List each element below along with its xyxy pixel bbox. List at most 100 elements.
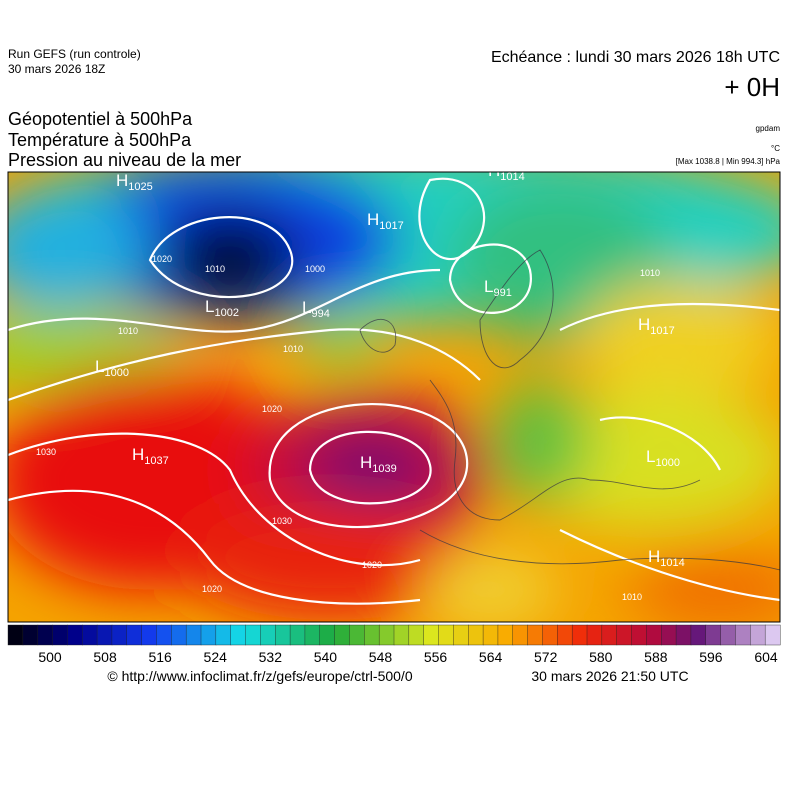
colorbar-swatch [215,624,232,646]
center-value: 994 [311,308,329,320]
colorbar-swatch [364,624,380,646]
colorbar-tick-label: 556 [424,649,448,665]
pressure-center: H1017 [638,315,675,337]
center-type: L [95,357,104,376]
field-label: Température à 500hPa [8,130,192,150]
isobar-label: 1010 [640,268,660,278]
isobar-label: 1010 [283,344,303,354]
center-value: 1002 [214,307,238,319]
isobar-label: 1020 [152,254,172,264]
colorbar-swatch [334,624,350,646]
run-date: 30 mars 2026 18Z [8,62,105,76]
center-value: 1017 [650,325,674,337]
isobar-label: 1030 [36,447,56,457]
pressure-center: H1014 [648,547,685,569]
colorbar-swatch [67,624,83,646]
colorbar-swatch [393,624,410,646]
colorbar-swatch [96,624,113,646]
field-label: Pression au niveau de la mer [8,150,241,170]
colorbar-tick-label: 532 [259,649,283,665]
colorbar-swatch [705,624,722,646]
colorbar-tick-label: 580 [589,649,613,665]
colorbar-swatch [319,624,336,646]
colorbar-swatch [185,624,202,646]
center-type: H [116,171,128,190]
colorbar-swatch [527,624,543,646]
colorbar-swatch [141,624,157,646]
colorbar-swatch [408,624,425,646]
unit-label: gpdam [756,124,781,133]
center-type: H [132,445,144,464]
colorbar-swatch [230,624,247,646]
center-value: 1025 [128,181,152,193]
center-type: L [302,298,311,317]
center-type: L [205,297,214,316]
center-type: L [484,277,493,296]
pressure-center: L1000 [95,357,129,379]
pressure-range: [Max 1038.8 | Min 994.3] hPa [676,157,781,166]
colorbar-swatch [631,624,647,646]
colorbar-swatch [571,624,588,646]
isobar-label: 1030 [272,516,292,526]
colorbar-tick-label: 540 [314,649,338,665]
colorbar-swatch [378,624,395,646]
colorbar-swatch [646,624,662,646]
colorbar-swatch [275,624,291,646]
colorbar-swatch [482,624,499,646]
colorbar-swatch [661,624,677,646]
isobar-label: 1010 [205,264,225,274]
center-type: H [488,161,500,180]
isobar-label: 1010 [118,326,138,336]
colorbar-swatch [349,624,365,646]
colorbar-tick-label: 516 [148,649,172,665]
field-label: Géopotentiel à 500hPa [8,109,193,129]
isobar-label: 1020 [262,404,282,414]
map-frame [7,171,781,623]
center-type: H [648,547,660,566]
isobar-label: 1000 [305,264,325,274]
colorbar-tick-label: 572 [534,649,558,665]
colorbar-swatch [52,624,68,646]
colorbar-swatch [171,624,187,646]
pressure-center: H1025 [116,171,153,193]
colorbar-swatch [497,624,514,646]
colorbar-swatch [289,624,306,646]
pressure-center: L1000 [646,447,680,469]
pressure-center: H1014 [488,161,525,183]
colorbar-swatch [82,624,98,646]
colorbar-swatch [586,624,603,646]
colorbar-swatch [453,624,469,646]
source: © http://www.infoclimat.fr/z/gefs/europe… [107,668,412,684]
center-value: 1000 [104,367,128,379]
echeance: Echéance : lundi 30 mars 2026 18h UTC [491,49,780,66]
center-value: 1000 [655,457,679,469]
colorbar-swatch [764,624,781,646]
colorbar-swatch [735,624,751,646]
center-type: H [367,210,379,229]
pressure-center: H1037 [132,445,169,467]
colorbar-tick-label: 548 [369,649,393,665]
center-value: 991 [493,287,511,299]
colorbar-swatch [200,624,217,646]
colorbar-swatch [750,624,766,646]
colorbar-swatch [542,624,558,646]
colorbar-swatch [720,624,736,646]
center-type: H [360,453,372,472]
isobar-label: 1010 [622,592,642,602]
colorbar-tick-label: 604 [754,649,778,665]
colorbar-swatch [111,624,128,646]
colorbar-swatch [616,624,633,646]
colorbar-swatch [37,624,54,646]
colorbar-swatch [675,624,692,646]
colorbar-swatch [557,624,573,646]
colorbar-swatch [7,624,24,646]
center-value: 1037 [144,455,168,467]
center-type: L [646,447,655,466]
colorbar-swatch [156,624,172,646]
colorbar-tick-label: 500 [38,649,62,665]
pressure-center: L1002 [205,297,239,319]
colorbar-swatch [423,624,440,646]
colorbar-swatch [690,624,707,646]
colorbar-swatch [126,624,143,646]
